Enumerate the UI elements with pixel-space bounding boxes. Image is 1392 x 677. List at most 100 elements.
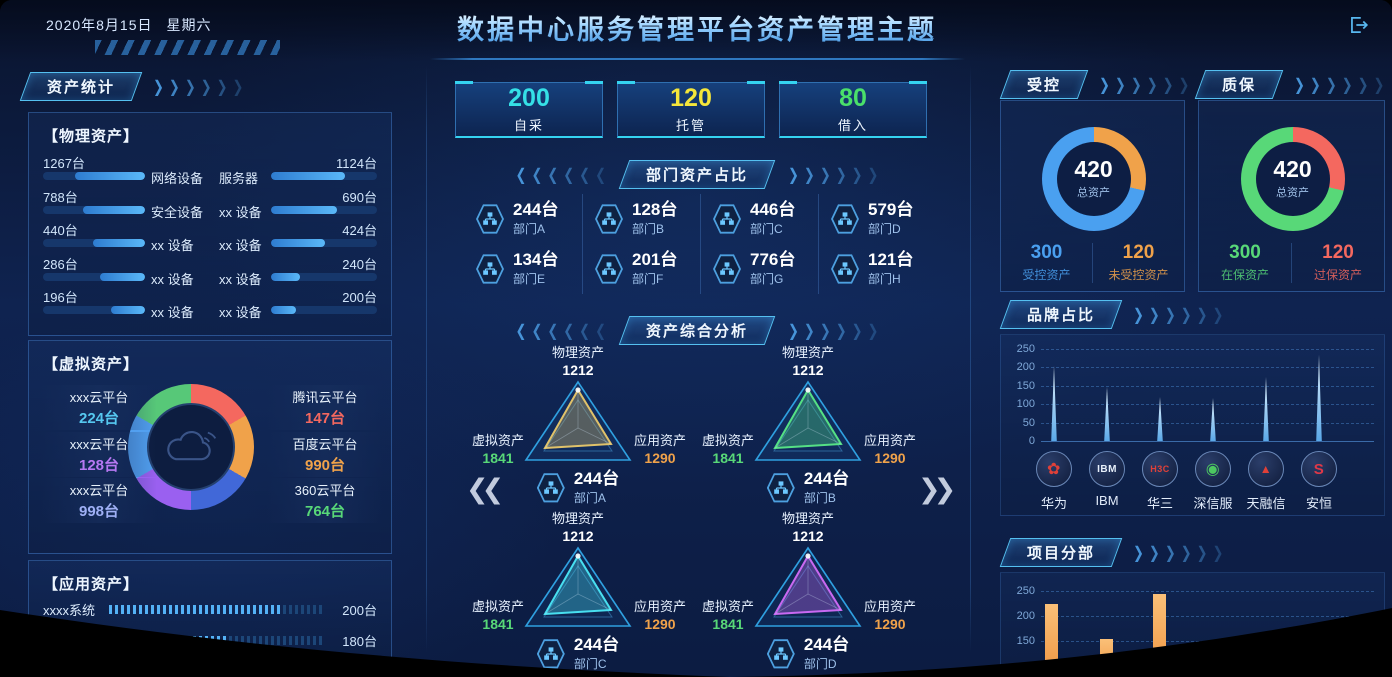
section-badge-brand: 品牌占比 [1005, 300, 1117, 329]
physical-asset-row: 196台 200台 xx 设备 xx 设备 [43, 287, 377, 321]
ratio-stat-value: 120 [1322, 242, 1354, 264]
department-value: 446台 [750, 200, 796, 220]
chevron-trail-left: ❮ ❮ ❮ ❮ ❮ ❮ [515, 164, 606, 184]
asset-value: 440台 [43, 223, 78, 238]
application-assets-list: xxxx系统 200台 180台 [43, 601, 377, 669]
asset-value: 200台 [342, 290, 377, 305]
donut-total-label: 总资产 [1276, 187, 1309, 199]
physical-assets-title: 【物理资产】 [43, 128, 140, 145]
department-text: 121台 部门H [868, 250, 914, 287]
radar-department: 244台 部门D [693, 635, 923, 672]
radar-right-value: 1290 [644, 450, 676, 466]
radar-triangle [518, 542, 638, 639]
asset-bar [271, 239, 377, 247]
department-grid: 244台 部门A 128台 部门B 446台 部门C 579台 部门D 134台 部门E 201台部… [464, 194, 936, 294]
section-badge-label: 资产综合分析 [645, 323, 748, 340]
asset-bar-fill [82, 205, 145, 214]
radar-top-value: 1212 [792, 528, 824, 544]
legend-value: 998台 [78, 503, 120, 520]
radar-triangle [748, 542, 868, 639]
asset-value: 240台 [342, 256, 377, 272]
axis-tick-label: 250 [1016, 343, 1035, 355]
controlled-header: 受控 ❯ ❯ ❯ ❯ ❯ ❯ [1005, 70, 1189, 99]
chevron-icon: ❯ [1178, 74, 1190, 94]
department-value: 201台 [632, 250, 678, 270]
physical-asset-row: 788台 690台 安全设备 xx 设备 [43, 187, 377, 221]
cloud-icon [160, 422, 222, 473]
virtual-assets-chart: xxx云平台 224台 xxx云平台 128台 xxx云平台 998台 腾讯云平台 147台百… [29, 341, 391, 553]
brand-header: 品牌占比 ❯ ❯ ❯ ❯ ❯ ❯ [1005, 300, 1223, 329]
asset-value: 1124台 [336, 156, 377, 171]
gridline [1041, 349, 1374, 350]
department-name: 部门A [513, 221, 546, 236]
legend-value: 147台 [304, 410, 346, 427]
chevron-icon: ❯ [851, 164, 863, 184]
chevron-icon: ❮ [595, 320, 606, 340]
brand-spike [1210, 398, 1216, 441]
legend-label: 腾讯云平台 [292, 390, 358, 405]
donut-total-value: 420 [1273, 156, 1312, 182]
logout-button[interactable] [1344, 12, 1372, 40]
asset-label: 服务器 [219, 171, 259, 186]
chevron-icon: ❯ [1341, 74, 1353, 94]
chevron-icon: ❯ [835, 164, 847, 184]
chevron-icon: ❮ [579, 320, 591, 340]
dept-section-header: ❮ ❮ ❮ ❮ ❮ ❮ 部门资产占比 ❯ ❯ ❯ ❯ ❯ ❯ [432, 160, 962, 189]
stat-card: 120 托管 [617, 81, 765, 138]
virtual-legend-item: xxx云平台 128台 [41, 432, 157, 477]
legend-value: 990台 [304, 457, 346, 474]
department-name: 部门H [868, 271, 901, 286]
chevron-icon: ❯ [1164, 542, 1176, 562]
asset-label: xx 设备 [219, 204, 262, 220]
warranty-header: 质保 ❯ ❯ ❯ ❯ ❯ ❯ [1200, 70, 1384, 99]
department-value: 121台 [868, 250, 914, 270]
chevron-icon: ❮ [515, 164, 527, 184]
carousel-next-button[interactable]: ❯❯ [918, 474, 956, 504]
asset-bar-fill [109, 604, 281, 614]
chevron-trail-right: ❯ ❯ ❯ ❯ ❯ ❯ [788, 164, 878, 184]
brand-logo-glyph: H3C [1150, 464, 1170, 474]
brand-logo[interactable]: ▲ [1248, 451, 1284, 487]
carousel-prev-button[interactable]: ❮❮ [466, 474, 504, 504]
department-name: 部门F [632, 271, 664, 286]
application-asset-row: xxxx系统 200台 [43, 601, 377, 618]
asset-bar-fill [100, 272, 145, 281]
asset-label: xx 设备 [219, 271, 262, 287]
project-division-panel: 250 200 150 [1000, 572, 1385, 677]
department-name: 部门G [750, 271, 784, 286]
section-badge-asset-stats: 资产统计 [25, 72, 137, 101]
org-hexagon-icon [536, 473, 565, 503]
department-item: 121台 部门H [818, 244, 936, 294]
brand-logo[interactable]: ◉ [1195, 451, 1231, 487]
radar-axis-left: 虚拟资产 1841 [695, 596, 761, 632]
date-text: 2020年8月15日 [46, 17, 153, 33]
brand-logo[interactable]: IBM [1089, 451, 1125, 487]
radar-axis-right: 应用资产 1290 [627, 430, 693, 466]
ratio-stat-label: 未受控资产 [1108, 268, 1169, 282]
axis-tick-label: 150 [1016, 379, 1035, 392]
section-badge-label: 部门资产占比 [645, 167, 748, 184]
org-hexagon-icon [831, 254, 859, 284]
department-name: 部门E [513, 271, 546, 286]
chevron-trail-left: ❮ ❮ ❮ ❮ ❮ ❮ [516, 320, 606, 340]
physical-assets-list: 1267台 1124台 网络设备 服务器 788台 690台 安全设备 xx 设备 440台 42… [43, 153, 377, 321]
department-value: 579台 [868, 200, 914, 220]
weekday-text: 星期六 [166, 17, 212, 33]
brand-logo-glyph: ◉ [1205, 461, 1221, 478]
asset-bar-fill [109, 666, 206, 669]
brand-logo[interactable]: H3C [1142, 451, 1178, 487]
brand-logo[interactable]: ✿ [1036, 451, 1072, 487]
asset-bar [271, 172, 377, 180]
gridline [1041, 385, 1374, 387]
radar-axis-left: 虚拟资产 1841 [465, 430, 531, 466]
brand-logo[interactable]: S [1301, 451, 1337, 487]
asset-bar [43, 306, 145, 314]
ratio-stat-value: 300 [1229, 242, 1261, 264]
brand-name: 华三 [1146, 496, 1173, 511]
org-hexagon-icon [536, 639, 565, 669]
brand-name: 天融信 [1246, 496, 1286, 511]
header-underline [430, 58, 965, 60]
asset-label: 安全设备 [151, 204, 204, 220]
asset-bar [271, 205, 377, 214]
radar-department: 244台 部门A [463, 469, 693, 506]
